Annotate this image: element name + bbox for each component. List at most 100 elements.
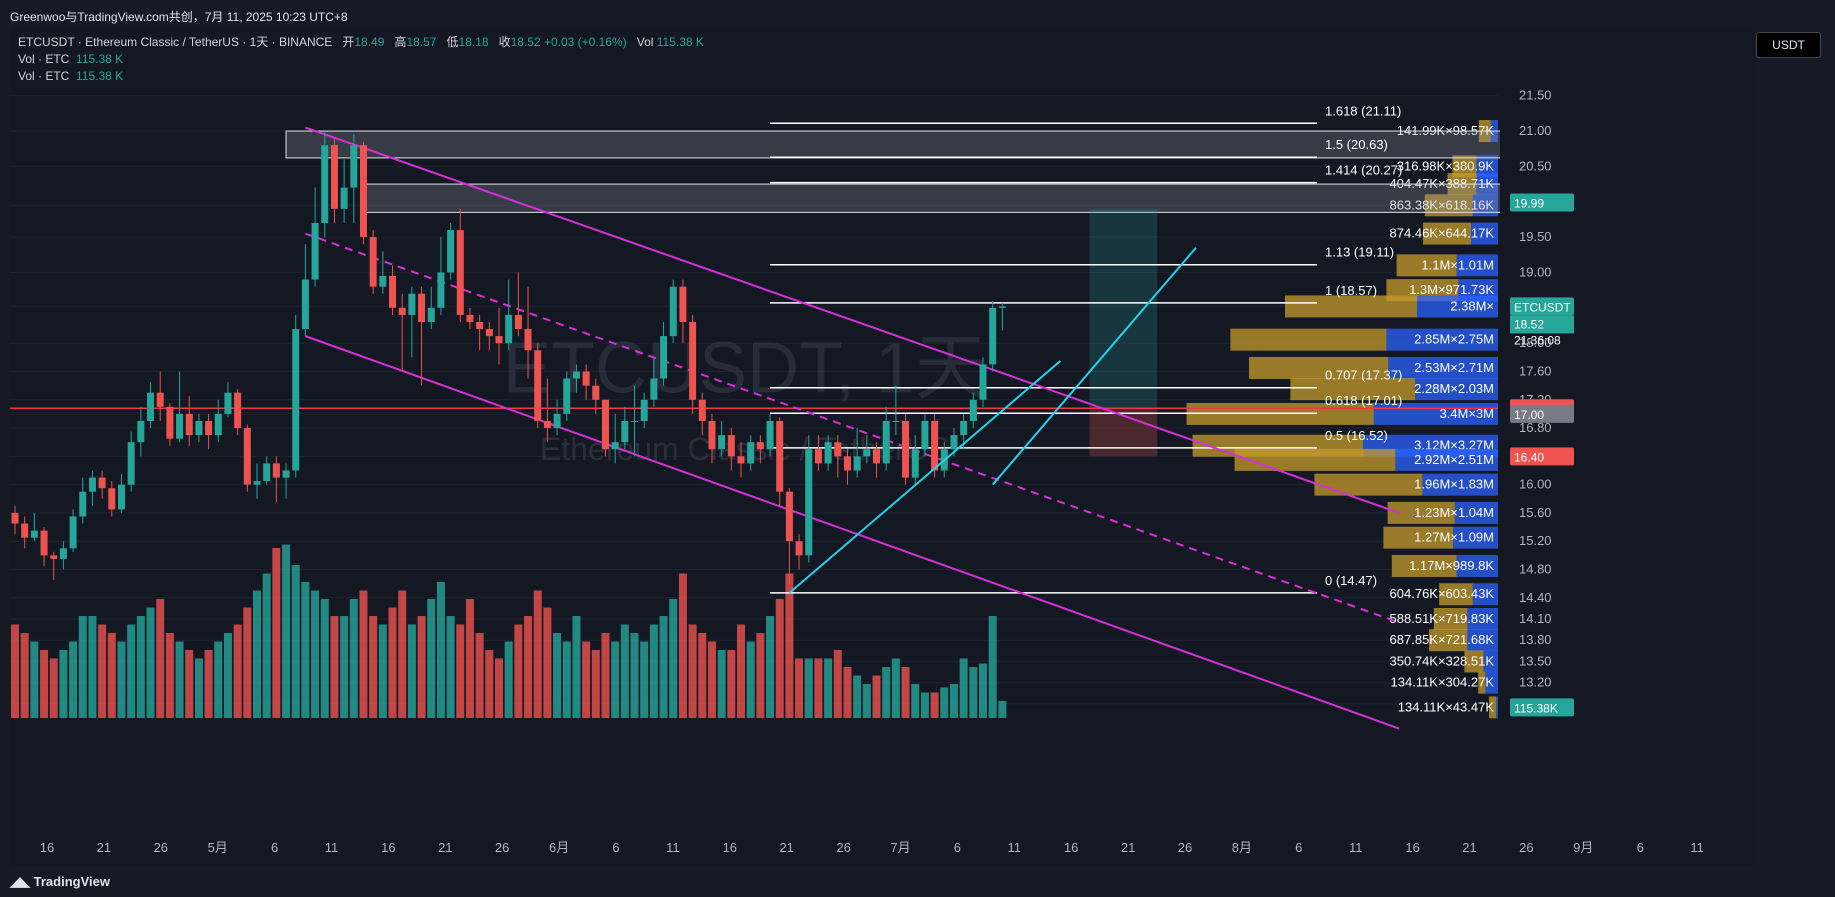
candle-body (514, 314, 522, 330)
volume-bar (49, 658, 58, 718)
price-tag (1510, 447, 1574, 466)
vp-label: 134.11K×43.47K (1398, 699, 1495, 714)
price-tick-label: 13.80 (1519, 632, 1552, 647)
time-tick-label: 6 (612, 840, 619, 855)
legend-vol-row[interactable]: Vol · ETC 115.38 K (18, 51, 704, 68)
vp-sell-bar (1234, 448, 1396, 471)
candle-body (243, 428, 251, 485)
candle-body (640, 399, 648, 421)
vp-buy-bar (1386, 328, 1498, 351)
candle-body (921, 420, 929, 450)
chart-pane[interactable]: ETCUSDT, 1天 Ethereum Classic / TetherUS 14… (10, 28, 1754, 886)
vp-label: 863.38K×618.16K (1390, 197, 1495, 212)
candle-body (718, 435, 726, 450)
time-axis: 16 21 26 5月 6 11 16 21 26 6月 6 11 16 21 26 7月 6 11 16 21 26 8… (10, 836, 1704, 866)
price-tag-label: 16.40 (1514, 450, 1544, 464)
volume-bar (349, 599, 358, 718)
price-tick-label: 13.50 (1519, 653, 1552, 668)
volume-bar (717, 650, 726, 718)
candle-body (427, 307, 435, 322)
volume-bar (969, 667, 978, 718)
price-tag-sub: 18.52 (1514, 317, 1544, 331)
legend-high-label: 高 (394, 35, 407, 49)
price-tag (1510, 698, 1574, 717)
tradingview-logo[interactable]: ◢◣ TradingView (10, 874, 110, 890)
time-tick-label: 11 (325, 840, 339, 855)
time-tick-label: 16 (1064, 840, 1078, 855)
candle-body (814, 449, 822, 464)
vp-label: 141.99K×98.57K (1397, 123, 1495, 138)
time-tick-label: 11 (1690, 840, 1704, 855)
volume-bar (427, 599, 436, 718)
volume-bar (746, 641, 755, 718)
price-tick-label: 14.40 (1519, 590, 1552, 605)
candle-body (369, 237, 377, 287)
price-tick-label: 13.20 (1519, 675, 1552, 690)
price-tick-label: 19.50 (1519, 229, 1552, 244)
volume-bar (20, 633, 29, 718)
vp-label: 588.51K×719.83K (1390, 611, 1495, 626)
volume-bar (640, 641, 649, 718)
candle-body (185, 413, 193, 436)
volume-bar (862, 684, 871, 718)
candle-body (69, 516, 77, 549)
legend-vol: 115.38 K (656, 35, 704, 49)
volume-bar (959, 658, 968, 718)
tradingview-brand: TradingView (33, 874, 110, 889)
vp-sell-bar (1387, 501, 1455, 524)
vp-buy-bar (1454, 501, 1498, 524)
candle-body (476, 321, 484, 330)
volume-bar (446, 616, 455, 718)
vp-buy-bar (1472, 583, 1498, 606)
time-tick-label: 6月 (549, 840, 569, 855)
candle-body (931, 420, 939, 471)
candle-body (214, 413, 222, 436)
vp-label: 604.76K×603.43K (1390, 586, 1495, 601)
volume-bar (814, 658, 823, 718)
candle-body (766, 420, 774, 450)
candle-body (79, 491, 87, 517)
legend-vol-row[interactable]: Vol · ETC 115.38 K (18, 68, 704, 85)
candle-body (505, 314, 513, 344)
vp-label: 134.11K×304.27K (1391, 675, 1495, 690)
candle-body (989, 307, 997, 365)
volume-bar (291, 565, 300, 718)
legend-symbol[interactable]: ETCUSDT · Ethereum Classic / TetherUS · … (18, 35, 333, 49)
volume-bar (388, 607, 397, 718)
volume-bar (688, 624, 697, 718)
vp-sell-bar (1433, 607, 1468, 630)
candle-body (282, 470, 290, 478)
candle-body (824, 442, 832, 464)
candle-body (40, 530, 48, 556)
candle-body (311, 222, 319, 280)
volume-bar (233, 624, 242, 718)
fib-level-label: 1.618 (21.11) (1325, 103, 1401, 118)
currency-button[interactable]: USDT (1756, 32, 1821, 58)
candle-body (834, 442, 842, 457)
volume-bar (543, 607, 552, 718)
candle-body (359, 145, 367, 238)
tradingview-logo-icon: ◢◣ (10, 874, 30, 889)
vp-label: 2.28M×2.03M (1414, 381, 1494, 396)
candle-body (272, 463, 280, 478)
candle-body (853, 456, 861, 471)
candle-body (534, 350, 542, 421)
candle-body (601, 399, 609, 450)
legend-vol-row-label: Vol · ETC (18, 69, 70, 83)
volume-bar (901, 667, 910, 718)
candle-body (156, 392, 164, 407)
vp-sell-bar (1396, 254, 1457, 277)
time-tick-label: 6 (1295, 840, 1302, 855)
candle-body (30, 530, 38, 538)
vp-sell-bar (1478, 671, 1486, 694)
vp-buy-bar (1476, 155, 1498, 178)
candle-body (592, 385, 600, 400)
volume-bars (11, 544, 1007, 718)
volume-bar (930, 692, 939, 718)
vp-buy-bar (1471, 222, 1498, 245)
volume-bar (833, 650, 842, 718)
vp-sell-bar (1489, 696, 1497, 719)
candle-body (873, 449, 881, 464)
legend-low: 18.18 (458, 35, 489, 49)
